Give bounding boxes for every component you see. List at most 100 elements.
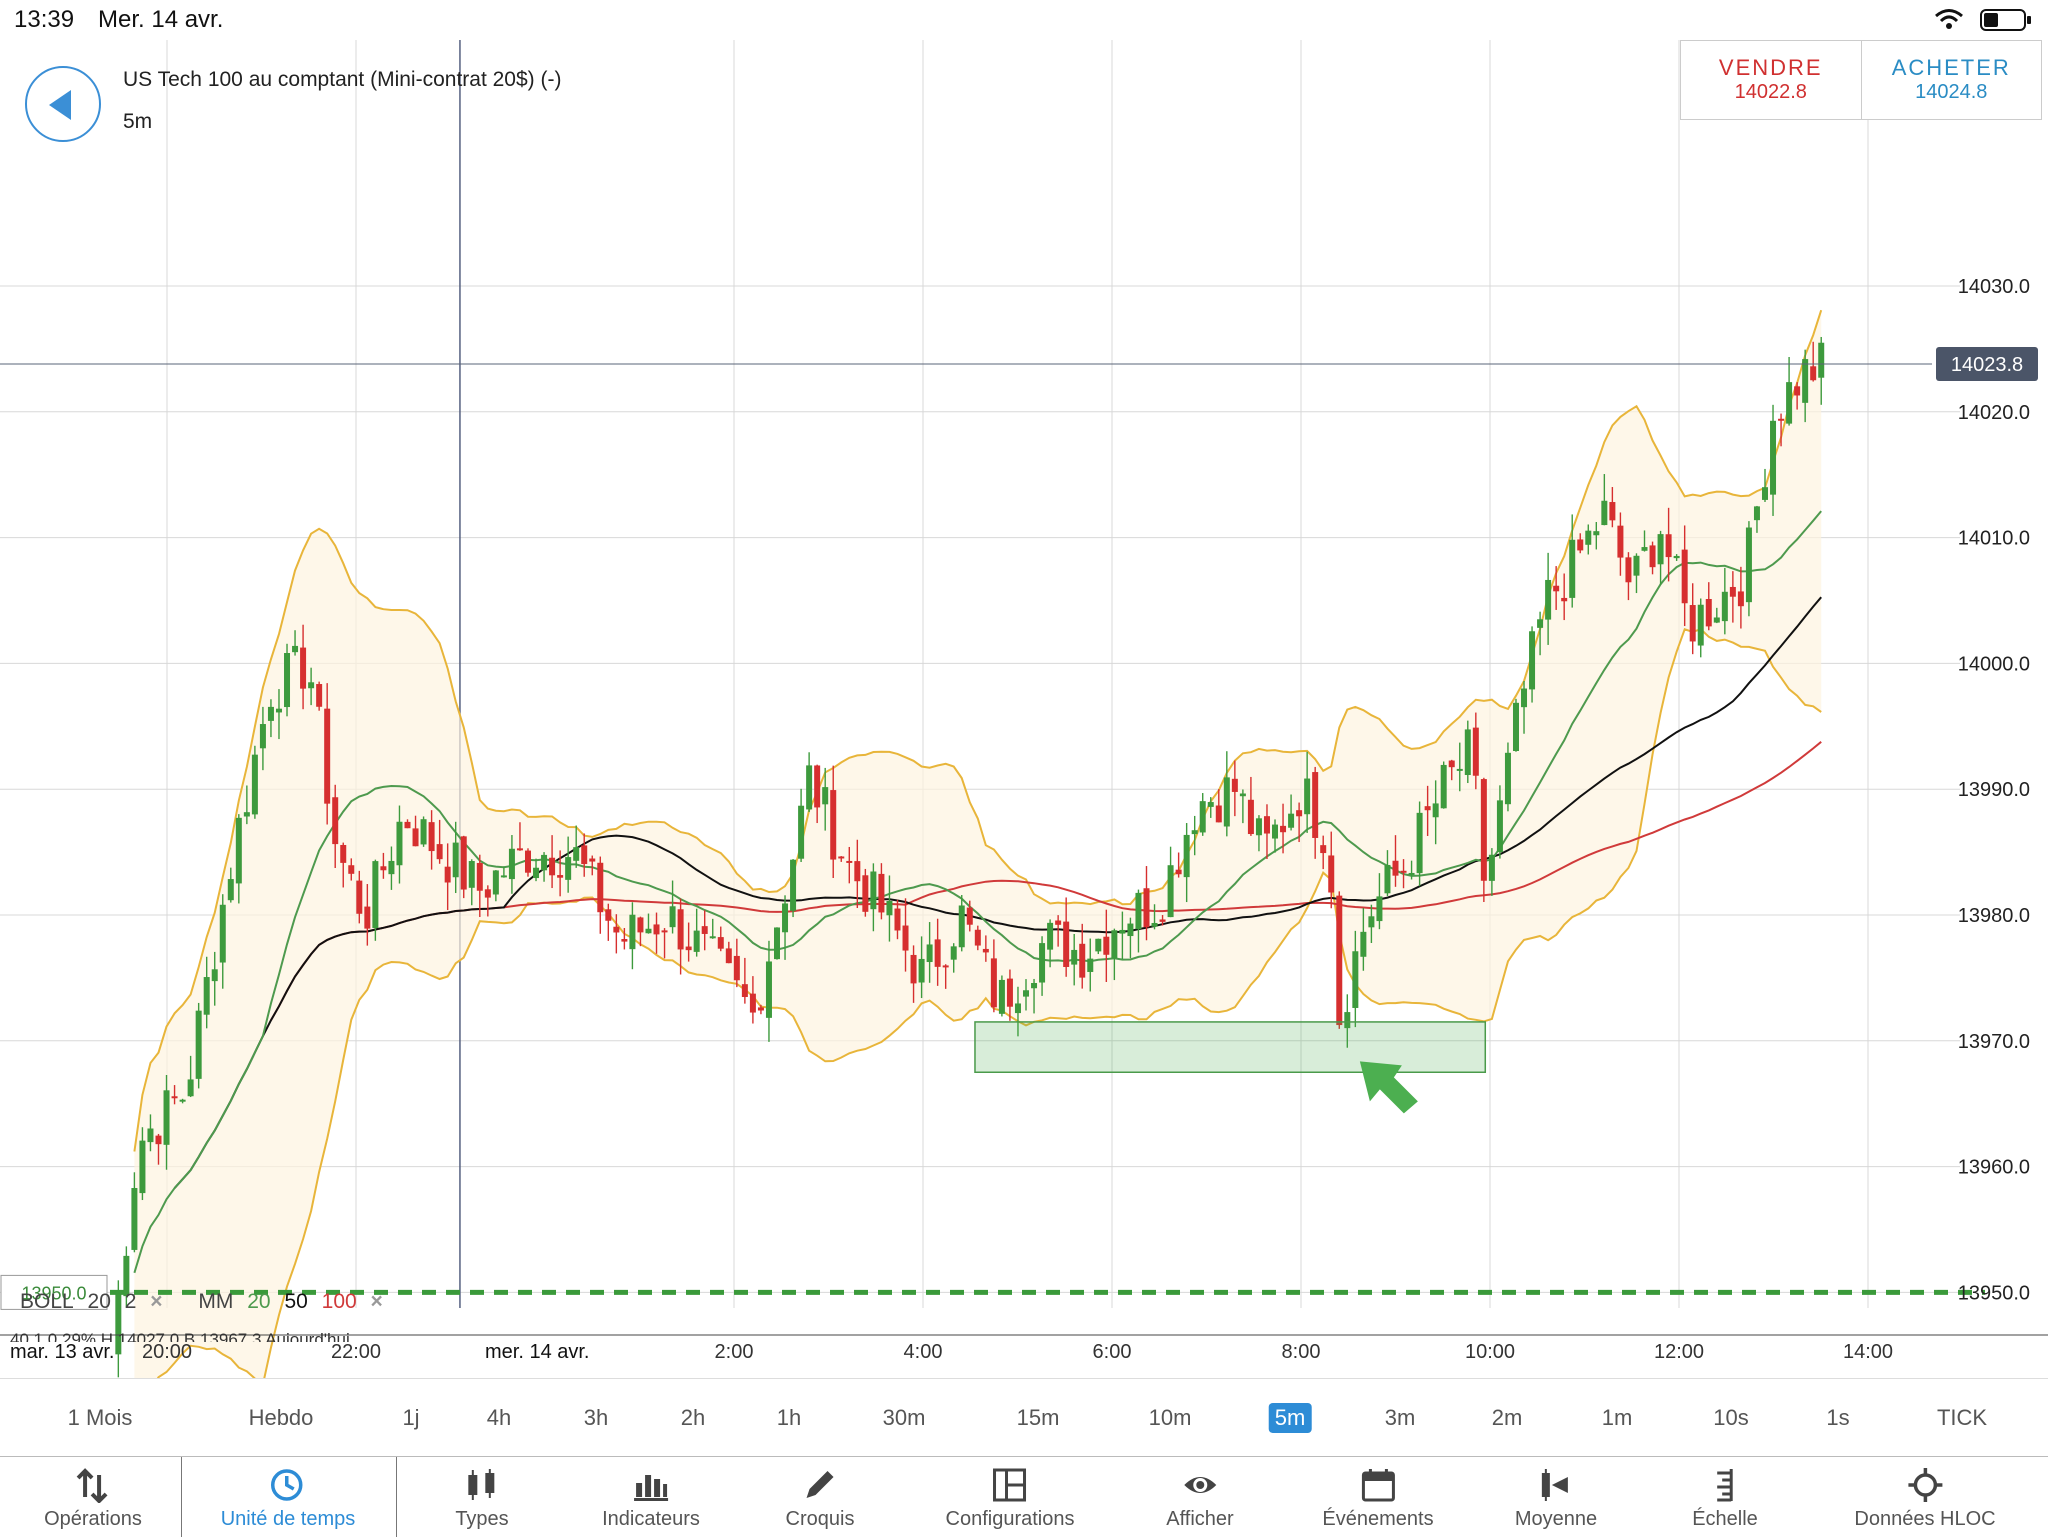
candle-body <box>340 844 347 863</box>
tab-eye[interactable]: Afficher <box>1166 1457 1234 1537</box>
timeframe-5m[interactable]: 5m <box>1268 1403 1312 1433</box>
timeframe-2m[interactable]: 2m <box>1491 1405 1523 1430</box>
x-tick-label: 10:00 <box>1465 1341 1515 1363</box>
price-chart[interactable]: 13950.0 14023.8 14030.0 14020.0 14010.0 1400… <box>0 40 2048 1378</box>
timeframe-1-mois[interactable]: 1 Mois <box>67 1405 133 1430</box>
tab-bar-chart[interactable]: Indicateurs <box>602 1457 700 1537</box>
timeframe-tick[interactable]: TICK <box>1936 1405 1988 1430</box>
candle-body <box>1215 805 1222 823</box>
candle-body <box>1424 806 1431 811</box>
sell-price: 14022.8 <box>1734 81 1807 103</box>
clock-icon <box>271 1469 303 1501</box>
tab-crosshair[interactable]: Données HLOC <box>1854 1457 1996 1537</box>
candle-body <box>1416 812 1423 874</box>
candle-body <box>1617 525 1624 558</box>
timeframe-hebdo[interactable]: Hebdo <box>248 1405 314 1430</box>
candle-body <box>1247 799 1254 835</box>
tab-label: Afficher <box>1166 1508 1234 1530</box>
y-tick-label: 14030.0 <box>1958 276 2030 298</box>
candle-body <box>1023 990 1030 997</box>
x-tick-label: 2:00 <box>715 1341 754 1363</box>
timeframe-10s[interactable]: 10s <box>1713 1405 1749 1430</box>
ma-label: MM <box>198 1290 234 1313</box>
candle-body <box>372 861 379 929</box>
timeframe-1j[interactable]: 1j <box>402 1405 420 1430</box>
x-axis: 20:00 22:00 2:00 4:00 6:00 8:00 10:00 12:00 14:0… <box>0 1334 2048 1363</box>
candle-body <box>1207 802 1214 807</box>
candle-body <box>701 926 708 934</box>
candle-body <box>1609 502 1616 521</box>
candle-body <box>1488 854 1495 881</box>
tab-arrows-updown[interactable]: Opérations <box>44 1457 142 1537</box>
timeframe-15m[interactable]: 15m <box>1016 1405 1060 1430</box>
candle-body <box>219 904 226 963</box>
tab-calendar[interactable]: Événements <box>1322 1457 1434 1537</box>
tab-ruler[interactable]: Échelle <box>1692 1457 1758 1537</box>
candle-body <box>613 926 620 933</box>
tab-candles[interactable]: Types <box>455 1457 509 1537</box>
candle-body <box>1689 605 1696 642</box>
candle-body <box>476 862 483 891</box>
ma-20-line <box>133 510 1822 1274</box>
candle-body <box>1496 800 1503 853</box>
candle-body <box>227 879 234 901</box>
candle-body <box>292 645 299 653</box>
candle-body <box>316 684 323 707</box>
candle-body <box>1464 729 1471 776</box>
candle-body <box>1223 777 1230 827</box>
candle-body <box>990 958 997 1008</box>
candle-body <box>1143 888 1150 928</box>
tab-label: Événements <box>1322 1508 1434 1530</box>
candle-body <box>1352 951 1359 1008</box>
candle-body <box>878 873 885 913</box>
candle-body <box>862 875 869 912</box>
boll-remove-icon[interactable]: × <box>150 1290 163 1313</box>
candle-body <box>452 842 459 878</box>
tab-clock[interactable]: Unité de temps <box>221 1457 355 1537</box>
candle-body <box>1055 920 1062 925</box>
tab-layout[interactable]: Configurations <box>946 1457 1074 1537</box>
timeframe-30m[interactable]: 30m <box>882 1405 926 1430</box>
timeframe-3h[interactable]: 3h <box>583 1405 609 1430</box>
candle-body <box>420 819 427 845</box>
status-bar: 13:39 Mer. 14 avr. <box>0 0 2048 40</box>
timeframe-3m[interactable]: 3m <box>1384 1405 1416 1430</box>
buy-button[interactable]: ACHETER 14024.8 <box>1862 41 2042 119</box>
x-tick-label: 12:00 <box>1654 1341 1704 1363</box>
candle-body <box>1255 818 1262 836</box>
back-button[interactable] <box>25 66 101 142</box>
candle-body <box>275 708 282 713</box>
timeframe-1h[interactable]: 1h <box>776 1405 802 1430</box>
candle-body <box>1183 834 1190 878</box>
timeframe-10m[interactable]: 10m <box>1148 1405 1192 1430</box>
candle-body <box>131 1188 138 1250</box>
candle-body <box>1087 958 1094 972</box>
tab-average[interactable]: Moyenne <box>1515 1457 1597 1537</box>
candle-body <box>1360 931 1367 957</box>
tab-pencil[interactable]: Croquis <box>786 1457 854 1537</box>
candle-body <box>629 914 636 950</box>
candle-body <box>677 909 684 950</box>
timeframe-4h[interactable]: 4h <box>486 1405 512 1430</box>
candle-body <box>1529 631 1536 690</box>
y-tick-label: 13950.0 <box>1958 1282 2030 1304</box>
timeframe-2h[interactable]: 2h <box>680 1405 706 1430</box>
sell-button[interactable]: VENDRE 14022.8 <box>1681 41 1862 119</box>
ma-remove-icon[interactable]: × <box>370 1290 383 1313</box>
boll-dev: 2 <box>124 1290 137 1313</box>
timeframe-1s[interactable]: 1s <box>1826 1405 1850 1430</box>
tab-label: Types <box>455 1508 509 1530</box>
candle-body <box>1545 579 1552 620</box>
candle-body <box>1577 539 1584 551</box>
candle-body <box>1312 772 1319 838</box>
timeframe-1m[interactable]: 1m <box>1601 1405 1633 1430</box>
candle-body <box>886 900 893 916</box>
candle-body <box>1770 420 1777 495</box>
y-tick-label: 13990.0 <box>1958 779 2030 801</box>
candle-body <box>1448 760 1455 768</box>
quote-box: VENDRE 14022.8 ACHETER 14024.8 <box>1680 40 2042 120</box>
candle-body <box>1641 547 1648 551</box>
candle-body <box>324 708 331 804</box>
x-tick-label: 14:00 <box>1843 1341 1893 1363</box>
candle-body <box>1681 549 1688 604</box>
